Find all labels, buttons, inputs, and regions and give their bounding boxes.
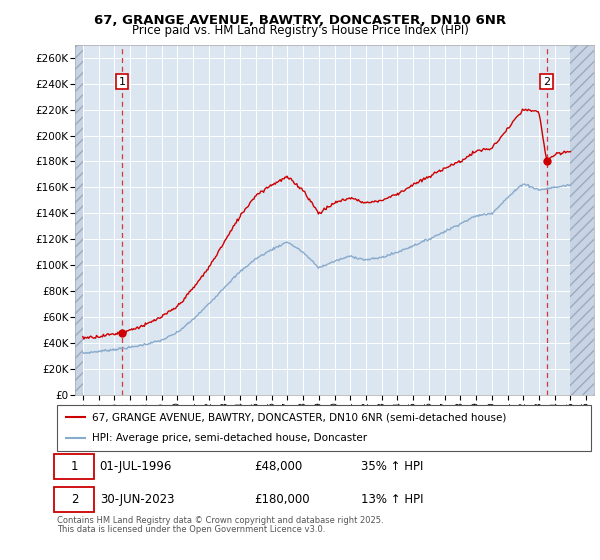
Text: Price paid vs. HM Land Registry's House Price Index (HPI): Price paid vs. HM Land Registry's House … — [131, 24, 469, 37]
Text: 13% ↑ HPI: 13% ↑ HPI — [361, 493, 424, 506]
Text: 67, GRANGE AVENUE, BAWTRY, DONCASTER, DN10 6NR (semi-detached house): 67, GRANGE AVENUE, BAWTRY, DONCASTER, DN… — [92, 412, 506, 422]
FancyBboxPatch shape — [55, 487, 94, 512]
Text: 35% ↑ HPI: 35% ↑ HPI — [361, 460, 424, 473]
Text: 30-JUN-2023: 30-JUN-2023 — [100, 493, 174, 506]
Text: 67, GRANGE AVENUE, BAWTRY, DONCASTER, DN10 6NR: 67, GRANGE AVENUE, BAWTRY, DONCASTER, DN… — [94, 14, 506, 27]
Text: 2: 2 — [71, 493, 79, 506]
Text: HPI: Average price, semi-detached house, Doncaster: HPI: Average price, semi-detached house,… — [92, 433, 367, 444]
Text: 1: 1 — [71, 460, 79, 473]
Text: 01-JUL-1996: 01-JUL-1996 — [100, 460, 172, 473]
Text: Contains HM Land Registry data © Crown copyright and database right 2025.: Contains HM Land Registry data © Crown c… — [57, 516, 383, 525]
Bar — [75, 45, 83, 395]
Text: £48,000: £48,000 — [254, 460, 303, 473]
Bar — [571, 45, 594, 395]
Text: £180,000: £180,000 — [254, 493, 310, 506]
Text: 1: 1 — [119, 77, 125, 87]
Text: 2: 2 — [543, 77, 550, 87]
FancyBboxPatch shape — [55, 454, 94, 479]
Text: This data is licensed under the Open Government Licence v3.0.: This data is licensed under the Open Gov… — [57, 525, 325, 534]
